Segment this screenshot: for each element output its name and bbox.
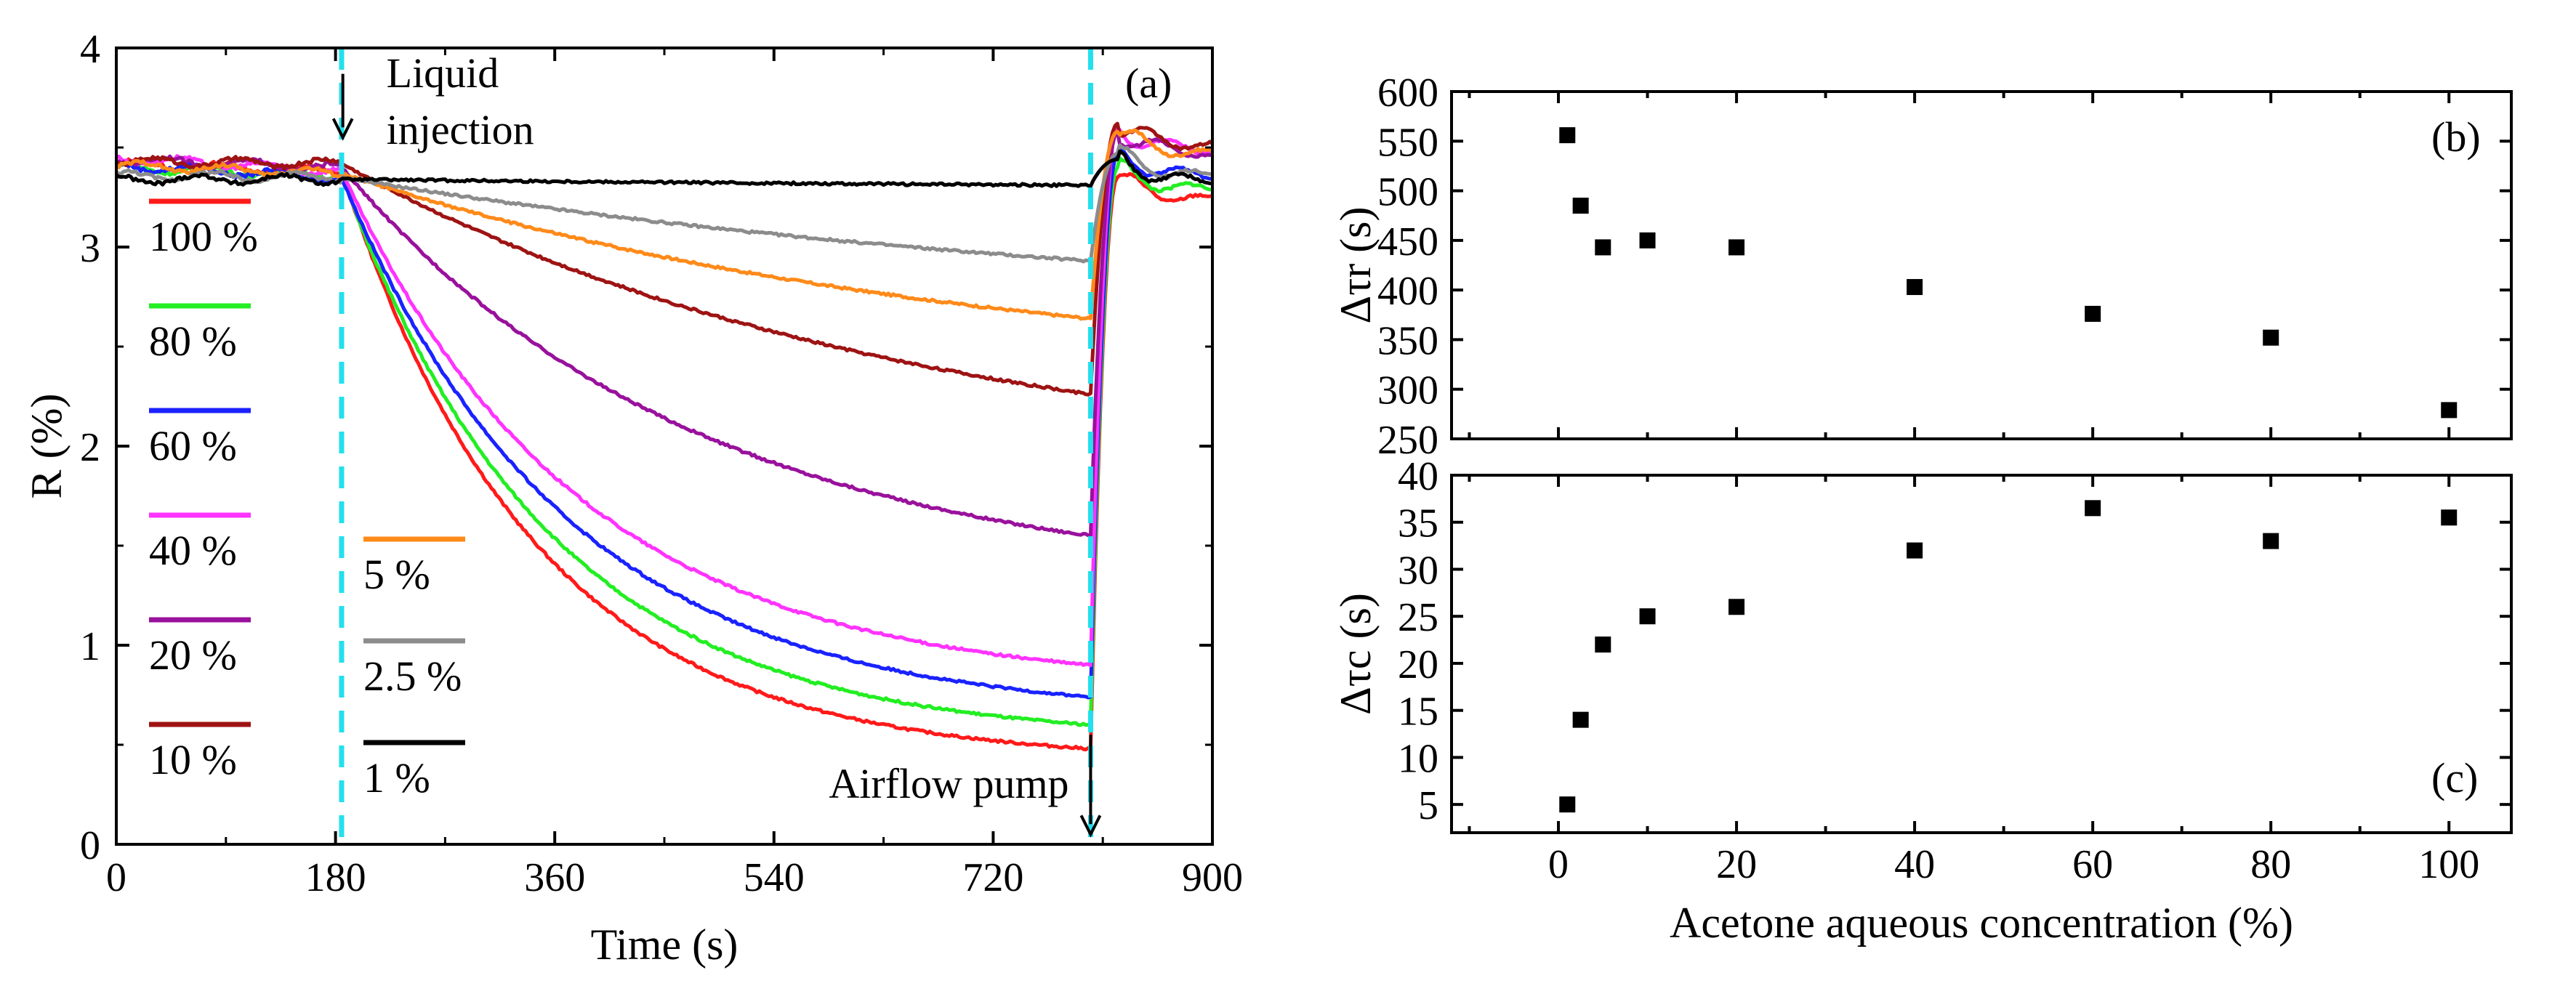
panel-c-y-tick-label: 25 <box>1398 595 1438 640</box>
panel-b-y-tick-label: 350 <box>1377 318 1438 363</box>
panel-c-marker <box>2263 533 2279 549</box>
x-tick-label: 360 <box>524 855 585 900</box>
panel-b-y-tick-label: 300 <box>1377 368 1438 413</box>
series-lines <box>114 121 1214 752</box>
panel-b-y-tick-label: 250 <box>1377 418 1438 463</box>
panel-c-marker <box>1907 542 1923 559</box>
panel-c-marker <box>1595 637 1611 653</box>
panel-label-a: (a) <box>1125 60 1172 107</box>
legend-label: 5 % <box>363 551 430 598</box>
panel-c-marker <box>2085 500 2101 517</box>
panel-b-y-tick-label: 500 <box>1377 170 1438 215</box>
panel-b-y-tick-label: 450 <box>1377 219 1438 264</box>
y-axis-label: R (%) <box>23 394 71 499</box>
panel-b-y-tick-label: 400 <box>1377 269 1438 314</box>
annotation-injection: injection <box>387 106 534 153</box>
panel-b-marker <box>1907 279 1923 296</box>
series-line-20-pct <box>115 129 1214 538</box>
series-line-10-pct <box>114 121 1214 397</box>
panel-c-marker <box>1728 599 1745 615</box>
y-tick-label: 1 <box>80 624 100 669</box>
series-line-80-pct <box>116 156 1213 727</box>
injection-and-pump-guide-lines <box>339 48 1093 844</box>
panel-c-y-tick-label: 30 <box>1398 548 1438 593</box>
legend-label: 1 % <box>363 754 430 801</box>
panel-c-y-tick-label: 10 <box>1398 736 1438 781</box>
x-axis-label: Time (s) <box>591 921 738 969</box>
panel-c-marker <box>1639 608 1656 625</box>
legend: 100 % 80 % 60 % 40 % 20 % 10 % 5 % 2.5 % 1 % <box>149 198 465 801</box>
panel-c-x-tick-label: 0 <box>1548 842 1569 887</box>
panel-c-x-tick-label: 20 <box>1716 842 1757 887</box>
series-line-5-pct <box>115 128 1214 321</box>
panel-b-marker <box>2085 305 2101 322</box>
panel-c-x-tick-label: 100 <box>2418 842 2479 887</box>
annotation-airflow-pump: Airflow pump <box>829 760 1068 807</box>
panel-c-marker <box>1559 796 1576 813</box>
panel-c-marker <box>2441 509 2458 526</box>
panel-c-x-tick-label: 60 <box>2072 842 2113 887</box>
panel-b-marker <box>2441 402 2458 419</box>
x-axis-label-concentration: Acetone aqueous concentration (%) <box>1670 899 2293 947</box>
panel-c-y-tick-label: 5 <box>1418 783 1438 828</box>
legend-label: 40 % <box>149 527 237 574</box>
panel-b-y-tick-label: 550 <box>1377 120 1438 165</box>
y-tick-label: 3 <box>80 226 100 271</box>
panel-a-axis-ticks: 0 180 360 540 720 900 0 1 2 3 4 <box>80 27 1243 900</box>
legend-label: 20 % <box>149 631 237 679</box>
panel-b-markers <box>1559 127 2458 419</box>
y-tick-label: 4 <box>80 27 100 72</box>
series-line-100-pct <box>116 157 1213 752</box>
panel-c-y-tick-label: 35 <box>1398 501 1438 546</box>
x-tick-label: 540 <box>744 855 805 900</box>
legend-label: 60 % <box>149 422 237 469</box>
x-tick-label: 180 <box>305 855 366 900</box>
panel-c-x-tick-label: 80 <box>2250 842 2291 887</box>
legend-label: 2.5 % <box>363 652 462 700</box>
panel-b-marker <box>1728 239 1745 256</box>
legend-label: 80 % <box>149 318 237 365</box>
panel-b-marker <box>1572 198 1589 214</box>
x-tick-label: 720 <box>962 855 1023 900</box>
legend-label: 10 % <box>149 736 237 783</box>
y-tick-label: 0 <box>80 823 100 868</box>
panel-b-marker <box>1559 127 1576 144</box>
panel-b-frame <box>1450 90 2513 440</box>
y-tick-label: 2 <box>80 425 100 470</box>
panel-c-y-axis-label: Δτc (s) <box>1332 593 1380 715</box>
annotation-arrows <box>331 73 1102 838</box>
x-tick-label: 900 <box>1182 855 1243 900</box>
panel-c-x-tick-label: 40 <box>1894 842 1935 887</box>
series-line-60-pct <box>116 142 1213 700</box>
arrow-head-0 <box>331 118 354 141</box>
panel-b-y-tick-label: 600 <box>1377 70 1438 116</box>
arrow-head-1 <box>1079 815 1102 838</box>
series-line-2-5-pct <box>115 143 1213 264</box>
annotation-liquid: Liquid <box>387 49 499 97</box>
panel-a-time-response: 0 180 360 540 720 900 0 1 2 3 4 100 % 80 % 60 % 40 % 2… <box>23 27 1243 969</box>
panel-c-marker <box>1572 711 1589 728</box>
legend-label: 100 % <box>149 213 258 260</box>
panel-b-marker <box>1639 232 1656 248</box>
panel-label-b: (b) <box>2431 113 2481 161</box>
x-tick-label: 0 <box>106 855 126 900</box>
series-line-40-pct <box>115 126 1214 668</box>
panel-c-y-tick-label: 15 <box>1398 690 1438 735</box>
panel-b-marker <box>1595 239 1611 256</box>
panel-b-marker <box>2263 329 2279 346</box>
panel-b-y-axis-label: Δτr (s) <box>1332 207 1380 324</box>
panel-c-y-tick-label: 20 <box>1398 642 1438 687</box>
panel-c-frame <box>1450 474 2513 834</box>
panel-c-y-tick-label: 40 <box>1398 454 1438 499</box>
panel-c-markers <box>1559 500 2458 813</box>
panel-label-c: (c) <box>2431 754 2478 801</box>
series-line-1-pct <box>115 149 1213 188</box>
